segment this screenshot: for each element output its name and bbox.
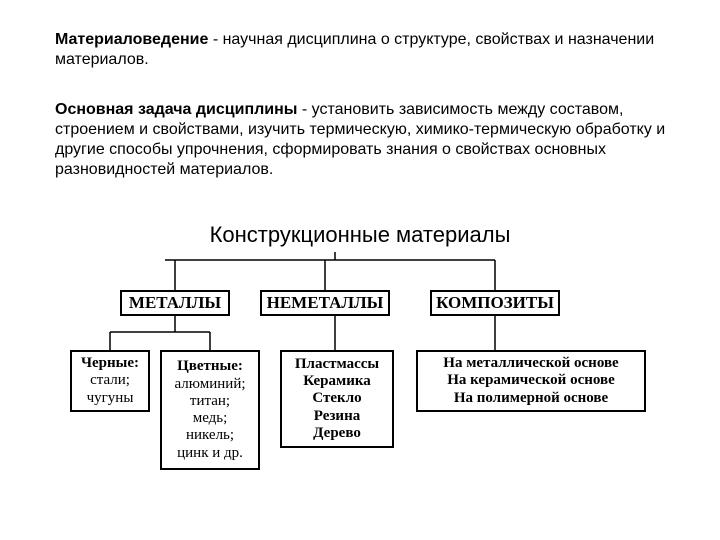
intro-paragraph-1: Материаловедение - научная дисциплина о … <box>55 30 665 70</box>
node-nonferrous: Цветные: алюминий; титан; медь; никель; … <box>160 350 260 470</box>
node-nonmetal-line: Пластмассы <box>295 356 379 373</box>
node-nonferrous-line: никель; <box>186 427 234 444</box>
node-composites: КОМПОЗИТЫ <box>430 290 560 316</box>
node-nonferrous-line: титан; <box>190 393 230 410</box>
node-nonmetal-list: Пластмассы Керамика Стекло Резина Дерево <box>280 350 394 448</box>
intro-bold-1: Материаловедение <box>55 31 208 48</box>
node-nonmetal-line: Керамика <box>303 373 371 390</box>
node-nonferrous-line: алюминий; <box>174 376 245 393</box>
node-composite-line: На металлической основе <box>443 355 618 372</box>
node-nonmetals: НЕМЕТАЛЛЫ <box>260 290 390 316</box>
node-nonferrous-line: медь; <box>193 410 228 427</box>
node-ferrous-head: Черные: <box>81 355 139 372</box>
node-nonmetal-line: Дерево <box>313 425 361 442</box>
node-ferrous-line: чугуны <box>87 390 134 407</box>
diagram-title: Конструкционные материалы <box>0 222 720 248</box>
node-ferrous-line: стали; <box>90 372 130 389</box>
intro-paragraph-2: Основная задача дисциплины - установить … <box>55 100 675 180</box>
diagram-container: МЕТАЛЛЫ НЕМЕТАЛЛЫ КОМПОЗИТЫ Черные: стал… <box>0 252 720 532</box>
node-composite-line: На полимерной основе <box>454 390 608 407</box>
node-nonmetal-line: Стекло <box>312 390 361 407</box>
node-nonferrous-head: Цветные: <box>177 358 243 375</box>
node-composite-line: На керамической основе <box>447 372 615 389</box>
node-ferrous: Черные: стали; чугуны <box>70 350 150 412</box>
intro-bold-2: Основная задача дисциплины <box>55 101 297 118</box>
node-composite-list: На металлической основе На керамической … <box>416 350 646 412</box>
node-metals: МЕТАЛЛЫ <box>120 290 230 316</box>
node-nonmetal-line: Резина <box>314 408 360 425</box>
node-nonferrous-line: цинк и др. <box>177 445 243 462</box>
